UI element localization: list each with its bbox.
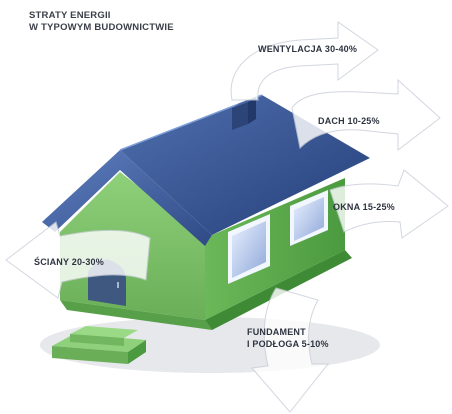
arrow-ventilation: [230, 21, 379, 101]
label-foundation-line2: I PODŁOGA 5-10%: [247, 339, 329, 349]
diagram-title-line2: W TYPOWYM BUDOWNICTWIE: [29, 22, 174, 33]
house-plinth-front: [60, 300, 212, 330]
heat-arrows: [5, 21, 449, 413]
diagram-title-line1: STRATY ENERGII: [29, 10, 111, 21]
roof-front: [42, 150, 212, 246]
arrow-walls: [5, 221, 151, 299]
label-foundation-line1: FUNDAMENT: [247, 327, 306, 337]
label-roof: DACH 10-25%: [318, 116, 380, 126]
arrow-roof: [291, 78, 441, 152]
chimney: [232, 102, 248, 130]
arrow-foundation: [251, 287, 330, 413]
chimney-side: [248, 97, 256, 124]
window-left: [228, 214, 270, 284]
arrow-windows: [329, 169, 449, 239]
label-walls: ŚCIANY 20-30%: [34, 257, 104, 267]
window-right: [290, 190, 328, 246]
label-ventilation: WENTYLACJA 30-40%: [258, 44, 358, 54]
front-steps: [52, 326, 146, 364]
label-windows: OKNA 15-25%: [333, 202, 395, 212]
